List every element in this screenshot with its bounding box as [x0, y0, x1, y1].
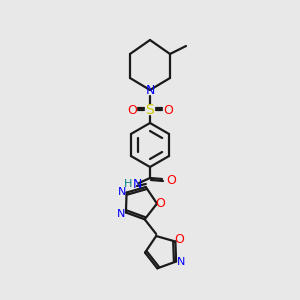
Text: O: O: [155, 197, 165, 210]
Text: O: O: [175, 233, 184, 246]
Text: O: O: [127, 103, 137, 116]
Text: N: N: [117, 187, 126, 196]
Text: H: H: [124, 179, 132, 189]
Text: N: N: [177, 256, 185, 266]
Text: O: O: [166, 173, 176, 187]
Text: N: N: [117, 208, 125, 218]
Text: S: S: [146, 103, 154, 117]
Text: N: N: [145, 83, 155, 97]
Text: O: O: [163, 103, 173, 116]
Text: N: N: [132, 178, 142, 190]
